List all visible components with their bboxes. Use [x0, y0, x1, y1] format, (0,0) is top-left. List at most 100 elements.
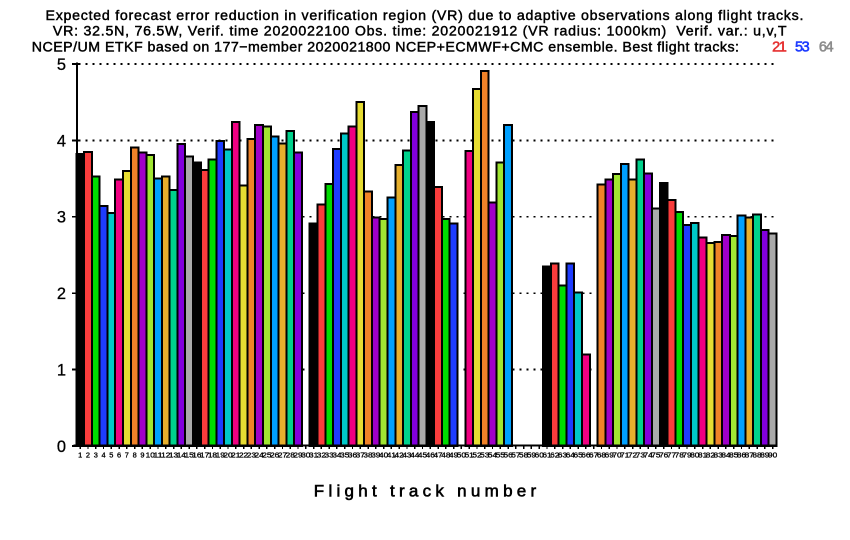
svg-text:35: 35 [340, 451, 349, 460]
svg-text:63: 63 [558, 451, 567, 460]
svg-text:85: 85 [729, 451, 738, 460]
svg-text:62: 62 [550, 451, 559, 460]
svg-text:2: 2 [57, 285, 66, 303]
svg-text:18: 18 [208, 451, 217, 460]
svg-text:25: 25 [262, 451, 271, 460]
svg-text:6: 6 [117, 451, 121, 460]
svg-text:NCEP/UM ETKF based on 177−memb: NCEP/UM ETKF based on 177−member 2020021… [32, 40, 739, 56]
svg-text:60: 60 [535, 451, 544, 460]
svg-text:78: 78 [675, 451, 684, 460]
svg-text:9: 9 [140, 451, 144, 460]
svg-text:81: 81 [698, 451, 707, 460]
svg-text:70: 70 [612, 451, 621, 460]
svg-text:43: 43 [402, 451, 411, 460]
svg-text:21: 21 [772, 40, 787, 56]
svg-text:15: 15 [185, 451, 194, 460]
svg-text:86: 86 [737, 451, 746, 460]
svg-text:49: 49 [449, 451, 458, 460]
svg-text:66: 66 [581, 451, 590, 460]
svg-text:73: 73 [636, 451, 645, 460]
svg-text:65: 65 [574, 451, 583, 460]
svg-text:33: 33 [325, 451, 334, 460]
svg-text:59: 59 [527, 451, 536, 460]
svg-text:77: 77 [667, 451, 676, 460]
svg-text:37: 37 [356, 451, 365, 460]
svg-text:40: 40 [379, 451, 388, 460]
svg-text:53: 53 [480, 451, 489, 460]
svg-text:17: 17 [200, 451, 209, 460]
svg-text:83: 83 [714, 451, 723, 460]
svg-text:23: 23 [247, 451, 256, 460]
svg-text:67: 67 [589, 451, 598, 460]
svg-text:57: 57 [511, 451, 520, 460]
svg-text:89: 89 [760, 451, 769, 460]
svg-text:VR: 32.5N, 76.5W, Verif. time: VR: 32.5N, 76.5W, Verif. time 2020022100… [53, 23, 787, 39]
svg-text:46: 46 [426, 451, 435, 460]
svg-text:Flight track number: Flight track number [314, 481, 537, 500]
svg-text:84: 84 [721, 451, 730, 460]
svg-text:50: 50 [457, 451, 466, 460]
svg-text:34: 34 [332, 451, 341, 460]
svg-text:87: 87 [745, 451, 754, 460]
svg-text:20: 20 [223, 451, 232, 460]
svg-text:24: 24 [255, 451, 264, 460]
svg-text:16: 16 [192, 451, 201, 460]
svg-text:12: 12 [161, 451, 170, 460]
svg-text:8: 8 [133, 451, 137, 460]
svg-text:32: 32 [317, 451, 326, 460]
svg-text:22: 22 [239, 451, 248, 460]
svg-text:28: 28 [286, 451, 295, 460]
svg-text:27: 27 [278, 451, 287, 460]
svg-text:7: 7 [125, 451, 129, 460]
svg-text:52: 52 [472, 451, 481, 460]
svg-text:36: 36 [348, 451, 357, 460]
svg-text:13: 13 [169, 451, 178, 460]
svg-text:5: 5 [109, 451, 113, 460]
svg-text:41: 41 [387, 451, 396, 460]
svg-text:64: 64 [819, 40, 834, 56]
svg-text:69: 69 [605, 451, 614, 460]
svg-text:54: 54 [488, 451, 497, 460]
svg-text:Expected forecast error reduct: Expected forecast error reduction in ver… [46, 8, 804, 24]
svg-text:76: 76 [659, 451, 668, 460]
svg-text:3: 3 [57, 209, 66, 227]
svg-text:55: 55 [496, 451, 505, 460]
svg-text:5: 5 [57, 56, 66, 74]
svg-text:42: 42 [395, 451, 404, 460]
svg-text:10: 10 [146, 451, 155, 460]
svg-text:71: 71 [620, 451, 629, 460]
svg-text:4: 4 [57, 132, 66, 150]
svg-text:79: 79 [682, 451, 691, 460]
svg-text:38: 38 [363, 451, 372, 460]
svg-text:21: 21 [231, 451, 240, 460]
svg-text:14: 14 [177, 451, 186, 460]
svg-text:11: 11 [153, 451, 162, 460]
svg-text:4: 4 [101, 451, 105, 460]
svg-text:39: 39 [371, 451, 380, 460]
svg-text:44: 44 [410, 451, 419, 460]
svg-text:51: 51 [465, 451, 474, 460]
svg-text:61: 61 [542, 451, 551, 460]
svg-text:80: 80 [690, 451, 699, 460]
svg-text:30: 30 [301, 451, 310, 460]
svg-text:2: 2 [86, 451, 90, 460]
svg-text:72: 72 [628, 451, 637, 460]
svg-text:19: 19 [216, 451, 225, 460]
svg-text:1: 1 [57, 362, 66, 380]
svg-text:3: 3 [94, 451, 98, 460]
svg-text:53: 53 [795, 40, 810, 56]
svg-text:45: 45 [418, 451, 427, 460]
svg-text:47: 47 [433, 451, 442, 460]
svg-text:1: 1 [78, 451, 82, 460]
svg-text:64: 64 [566, 451, 575, 460]
svg-text:31: 31 [309, 451, 318, 460]
svg-text:90: 90 [768, 451, 777, 460]
svg-text:74: 74 [644, 451, 653, 460]
svg-text:56: 56 [503, 451, 512, 460]
svg-text:29: 29 [293, 451, 302, 460]
svg-text:88: 88 [752, 451, 761, 460]
svg-text:58: 58 [519, 451, 528, 460]
svg-text:48: 48 [441, 451, 450, 460]
svg-text:75: 75 [651, 451, 660, 460]
svg-text:82: 82 [706, 451, 715, 460]
